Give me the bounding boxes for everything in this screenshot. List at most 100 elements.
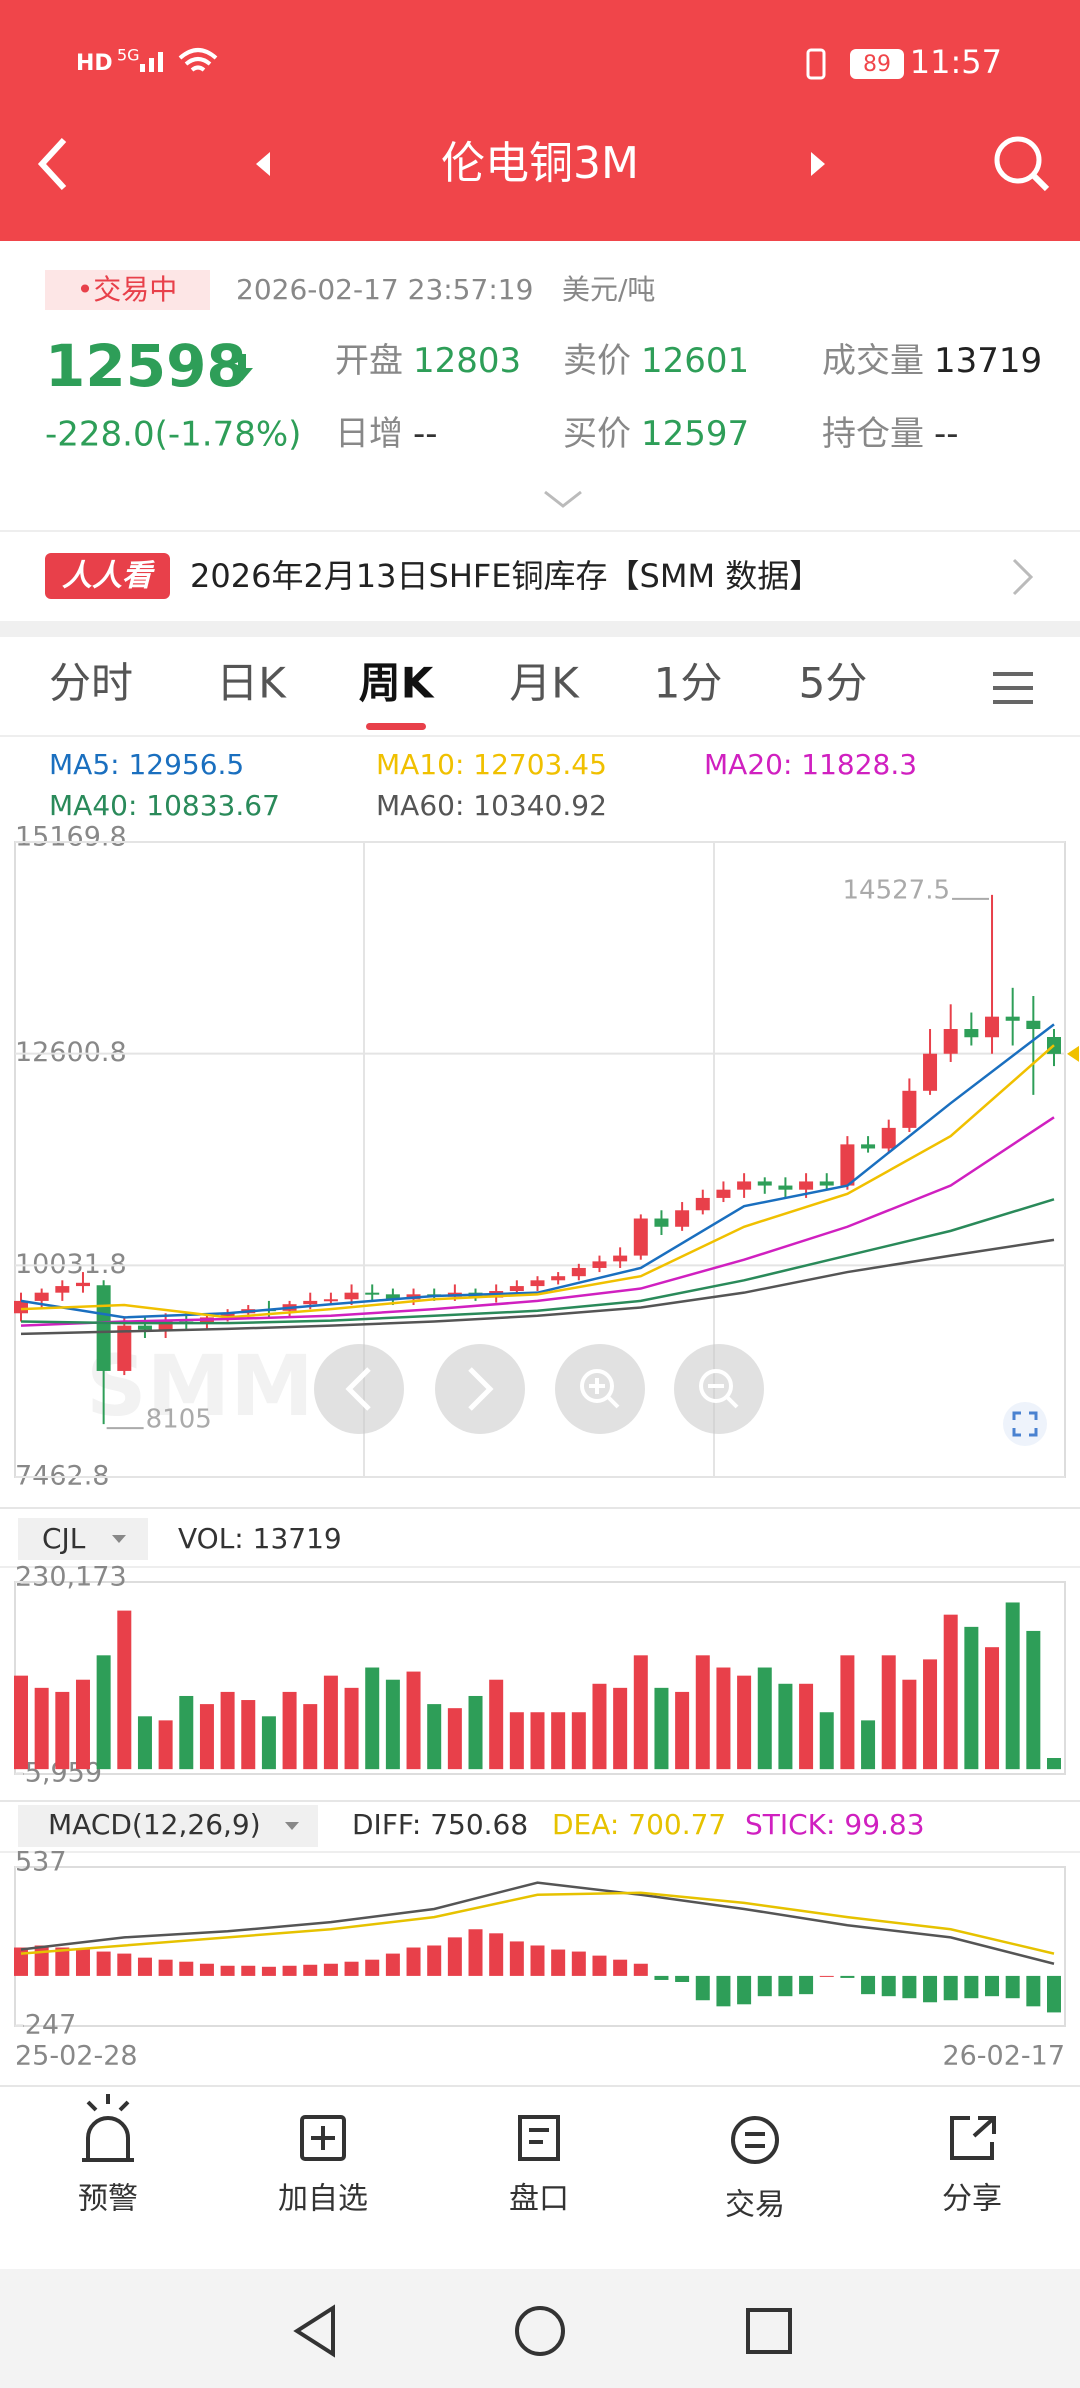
prev-contract[interactable]	[256, 152, 270, 176]
down-arrow	[231, 354, 253, 381]
tab[interactable]: 1分	[654, 659, 723, 708]
candle-body	[323, 1299, 338, 1302]
signal: 5G	[117, 46, 140, 65]
candle-body	[799, 1181, 814, 1190]
quote-field: 开盘 12803	[335, 341, 521, 381]
macd-stick	[158, 1959, 173, 1976]
candle-body	[220, 1313, 235, 1318]
volume-bar	[840, 1655, 855, 1770]
macd-stick	[323, 1963, 338, 1976]
candle-body	[509, 1286, 524, 1292]
search-button[interactable]	[994, 136, 1050, 192]
volume-bar	[633, 1655, 648, 1770]
candle-body	[943, 1029, 958, 1054]
tab[interactable]: 分时	[49, 659, 133, 708]
trade-status: •交易中	[77, 273, 178, 306]
volume-bar	[1026, 1630, 1041, 1770]
macd-stick	[117, 1953, 132, 1976]
scroll-right[interactable]	[435, 1344, 525, 1434]
volume-bar	[261, 1716, 276, 1770]
y-tick-label: 230,173	[15, 1562, 127, 1593]
tab[interactable]: 月K	[509, 659, 580, 708]
expand-chevron[interactable]	[544, 490, 582, 508]
fullscreen[interactable]	[1003, 1402, 1047, 1446]
macd-stick	[137, 1957, 152, 1976]
volume-bar	[819, 1712, 834, 1770]
tab[interactable]: 周K	[359, 659, 435, 708]
ma-line	[20, 1023, 1055, 1319]
candle-body	[385, 1294, 400, 1300]
volume-title: CJL	[42, 1522, 86, 1555]
field-label: 成交量	[822, 341, 924, 381]
macd-stick	[571, 1951, 586, 1976]
legend-entry: MA20: 11828.3	[704, 748, 917, 781]
menu-button[interactable]	[993, 672, 1033, 704]
indicator-select[interactable]	[18, 1805, 318, 1847]
macd-stick	[179, 1961, 194, 1976]
candle-body	[571, 1267, 586, 1277]
volume-bar	[943, 1614, 958, 1770]
macd-stick	[840, 1975, 855, 1978]
volume-bar	[468, 1695, 483, 1770]
volume-chart: 230,173-5,959	[14, 1562, 1061, 1789]
macd-stick	[737, 1975, 752, 2005]
volume-bar	[365, 1667, 380, 1770]
macd-stick	[34, 1945, 49, 1976]
macd-stick	[861, 1975, 876, 1995]
macd-stick	[55, 1947, 70, 1976]
zoom-out[interactable]	[674, 1344, 764, 1434]
price-change: -228.0(-1.78%)	[45, 415, 301, 455]
volume-bar	[406, 1671, 421, 1770]
chart-frame	[14, 1866, 1066, 2027]
macd-stick	[592, 1955, 607, 1976]
candle-body	[819, 1181, 834, 1186]
macd-stick	[365, 1959, 380, 1976]
scroll-left[interactable]	[314, 1344, 404, 1434]
macd-stick	[1026, 1975, 1041, 2007]
next-contract[interactable]	[811, 152, 825, 176]
volume-bar	[902, 1679, 917, 1770]
sys-recents[interactable]	[746, 2308, 792, 2354]
macd-stick	[799, 1975, 814, 1995]
volume-bar	[282, 1691, 297, 1770]
field-value: 12597	[641, 414, 749, 454]
nav-item[interactable]: 交易	[725, 2188, 785, 2223]
legend-entry: DIFF: 750.68	[352, 1808, 528, 1841]
volume-bar	[509, 1712, 524, 1770]
tab[interactable]: 日K	[216, 659, 287, 708]
high-label: 14527.5	[842, 875, 950, 905]
volume-bar	[34, 1687, 49, 1770]
volume-bar	[613, 1687, 628, 1770]
quote-field: 买价 12597	[563, 414, 749, 454]
news-row[interactable]: 人人看 2026年2月13日SHFE铜库存【SMM 数据】	[45, 553, 1034, 599]
clock: 11:57	[910, 43, 1002, 81]
nav-item[interactable]: 盘口	[509, 2182, 569, 2217]
quote-field: 日增 --	[335, 414, 438, 454]
field-value: --	[413, 414, 438, 454]
candle-body	[344, 1292, 359, 1300]
candle-body	[654, 1218, 669, 1227]
candle-body	[716, 1189, 731, 1198]
back-button[interactable]	[37, 137, 67, 191]
macd-stick	[757, 1975, 772, 1997]
candle-body	[303, 1300, 318, 1305]
x-tick-label: 25-02-28	[15, 2041, 138, 2072]
nav-item[interactable]: 分享	[942, 2182, 1002, 2217]
nav-item[interactable]: 预警	[78, 2182, 138, 2217]
macd-stick	[385, 1953, 400, 1976]
legend-entry: MA60: 10340.92	[376, 789, 607, 822]
indicator-select[interactable]	[18, 1518, 148, 1560]
sys-back[interactable]	[293, 2304, 335, 2358]
ma-line	[20, 1044, 1055, 1319]
bottom-nav: 预警 加自选 盘口 交易 分享	[78, 2182, 1002, 2223]
nav-item[interactable]: 加自选	[278, 2182, 368, 2217]
volume-bar	[592, 1683, 607, 1770]
zoom-in[interactable]	[555, 1344, 645, 1434]
tab[interactable]: 5分	[799, 659, 868, 708]
candle-body	[55, 1286, 70, 1293]
macd-stick	[14, 1947, 28, 1976]
system-nav	[0, 2269, 1080, 2388]
y-tick-label: 15169.8	[15, 822, 127, 853]
sys-home[interactable]	[515, 2306, 565, 2356]
ma-line	[20, 1198, 1055, 1325]
